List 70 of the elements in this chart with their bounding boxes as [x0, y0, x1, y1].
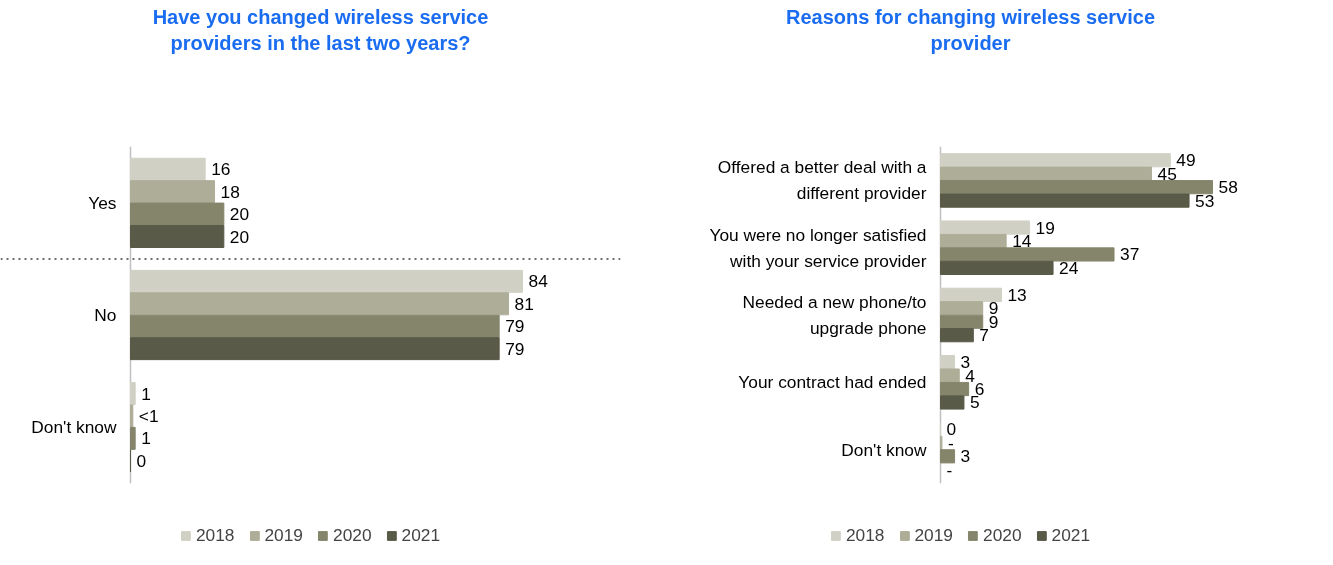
bar	[940, 381, 970, 397]
data-label: 81	[514, 293, 534, 314]
data-label: 1	[141, 383, 151, 404]
data-label: 49	[1176, 150, 1196, 171]
data-label: 1	[141, 428, 151, 449]
legend-label: 2020	[333, 525, 372, 546]
legend-label: 2018	[845, 525, 885, 546]
bar	[940, 180, 1213, 195]
bar	[940, 328, 974, 343]
chart-title: Reasons for changing wireless service provider	[785, 5, 1156, 54]
data-label: 19	[1035, 217, 1055, 238]
data-label: 7	[979, 325, 989, 346]
bar	[940, 220, 1031, 235]
text: -	[946, 459, 953, 480]
bar	[940, 166, 1153, 181]
y-tick-label: Offered a better deal with a different provider	[717, 157, 927, 204]
bar	[130, 225, 225, 248]
bar	[130, 426, 136, 450]
bar	[940, 355, 956, 370]
bar	[130, 404, 134, 428]
bar	[940, 260, 1054, 275]
y-tick-label: Yes	[88, 192, 117, 213]
bar	[940, 449, 956, 464]
legend-label: 2021	[1051, 525, 1091, 546]
data-label: <1	[138, 405, 159, 426]
bar	[130, 382, 136, 405]
bar	[940, 233, 1007, 249]
data-label: 0	[136, 450, 147, 471]
data-label: 14	[1012, 230, 1032, 251]
data-label: 53	[1195, 190, 1215, 211]
legend-label: 2020	[983, 525, 1022, 546]
bar	[940, 395, 965, 410]
data-label: 79	[505, 316, 525, 337]
data-label: 84	[528, 271, 549, 292]
legend-label: 2019	[914, 525, 953, 546]
bar	[940, 314, 984, 329]
y-tick-label: Don't know	[31, 417, 117, 438]
bar	[130, 180, 215, 204]
bar	[940, 193, 1190, 208]
data-label: 16	[211, 159, 231, 180]
y-tick-label: Your contract had ended	[738, 372, 927, 393]
bar	[130, 269, 523, 293]
data-label: 13	[1007, 284, 1027, 305]
y-tick-label: Don't know	[841, 439, 927, 460]
bar	[130, 292, 509, 316]
bar	[940, 368, 960, 383]
data-label: 24	[1059, 257, 1079, 278]
bar	[130, 157, 206, 181]
legend-label: 2021	[401, 525, 441, 546]
bar	[130, 202, 225, 226]
data-label: 3	[960, 446, 971, 467]
chart-title: Have you changed wireless service providers in the last two years?	[152, 5, 489, 54]
data-label: 58	[1218, 177, 1238, 198]
data-label: 45	[1157, 163, 1177, 184]
y-tick-label: Needed a new phone/to upgrade phone	[742, 292, 927, 339]
y-tick-label: You were no longer satisfied with your service provider	[709, 224, 927, 271]
y-tick-label: No	[94, 305, 117, 326]
bar	[130, 314, 500, 338]
data-label: 20	[229, 226, 250, 247]
legend-label: 2018	[195, 525, 235, 546]
bar	[940, 301, 984, 316]
bar	[940, 153, 1171, 168]
data-label: 79	[505, 338, 525, 359]
legend-label: 2019	[264, 525, 303, 546]
bar	[130, 337, 500, 361]
data-label: 18	[220, 181, 240, 202]
data-label: 37	[1120, 244, 1140, 265]
bar	[940, 287, 1002, 302]
bar	[940, 247, 1115, 262]
data-label: 20	[229, 204, 250, 225]
